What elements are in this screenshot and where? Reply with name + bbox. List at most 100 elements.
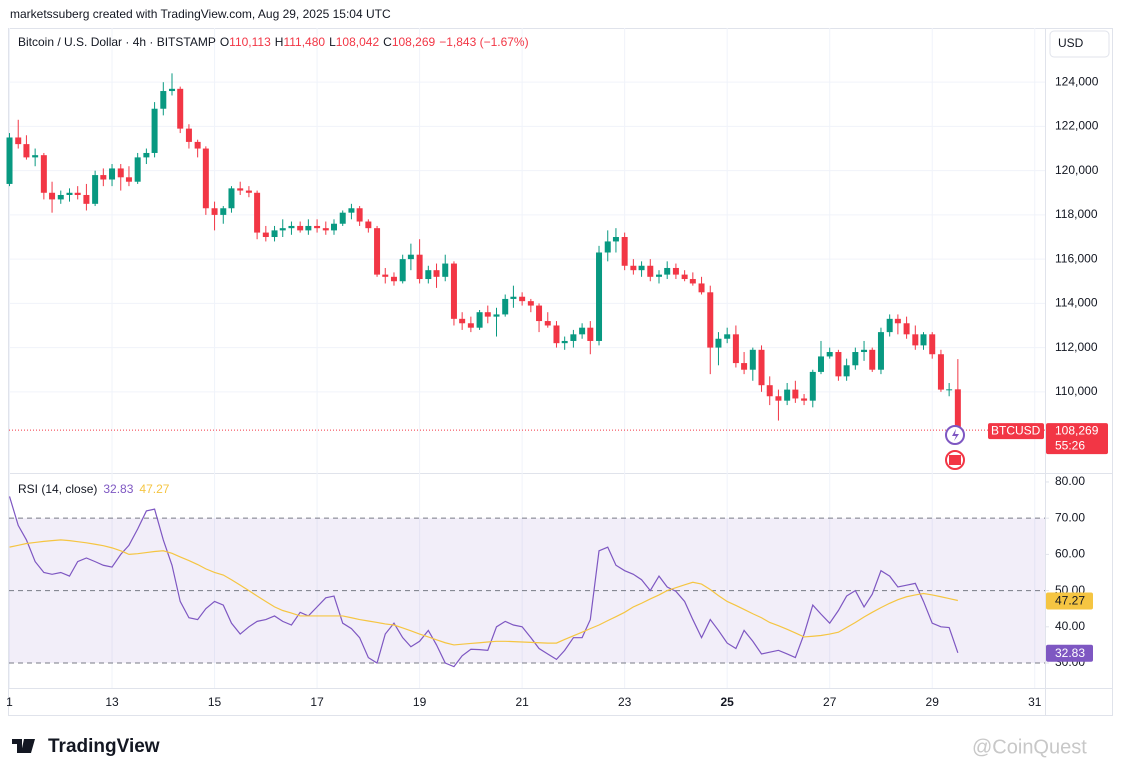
- candle-body: [604, 241, 611, 253]
- candle-body: [185, 128, 192, 142]
- y-tick-label: 112,000: [1055, 340, 1098, 354]
- y-tick-label: 124,000: [1055, 74, 1099, 88]
- candle-body: [801, 398, 808, 401]
- candle-body: [809, 371, 816, 401]
- candle-body: [749, 349, 756, 370]
- candle-body: [544, 321, 551, 326]
- candle-body: [579, 327, 586, 335]
- candle-body: [467, 323, 474, 328]
- candle-body: [647, 265, 654, 277]
- ohlc-key: H: [275, 35, 284, 49]
- symbol-title: Bitcoin / U.S. Dollar · 4h · BITSTAMP: [18, 35, 216, 49]
- candle-body: [689, 279, 696, 284]
- candle-body: [638, 265, 645, 271]
- candle-body: [775, 396, 782, 401]
- ohlc-value: 108,269: [392, 35, 436, 49]
- candle-body: [835, 352, 842, 377]
- candle-body: [262, 232, 269, 238]
- candle-body: [681, 274, 688, 280]
- candle-body: [271, 230, 278, 238]
- rsi-legend: RSI (14, close) 32.83 47.27: [18, 482, 170, 496]
- y-tick-label: 114,000: [1055, 296, 1098, 310]
- candle-body: [758, 349, 765, 386]
- candle-body: [698, 283, 705, 293]
- candle-body: [450, 263, 457, 319]
- candle-body: [40, 155, 47, 193]
- candle-body: [817, 356, 824, 372]
- x-tick-label: 23: [618, 695, 632, 709]
- candle-body: [177, 88, 184, 129]
- candle-body: [912, 334, 919, 346]
- candle-body: [732, 334, 739, 364]
- candle-body: [32, 155, 39, 158]
- value-tag: 32.83: [1055, 646, 1085, 660]
- symbol-legend: Bitcoin / U.S. Dollar · 4h · BITSTAMP O11…: [18, 35, 529, 49]
- rsi-title: RSI (14, close): [18, 482, 97, 496]
- candle-body: [194, 141, 201, 149]
- ohlc-key: C: [383, 35, 392, 49]
- y-tick-label: 60.00: [1055, 547, 1085, 561]
- candle-body: [109, 168, 116, 180]
- countdown: 55:26: [1055, 438, 1085, 452]
- candle-body: [245, 190, 252, 193]
- candle-body: [869, 349, 876, 370]
- candle-body: [314, 225, 321, 229]
- candle-body: [117, 168, 124, 178]
- x-tick-label: 17: [310, 695, 324, 709]
- candle-body: [57, 194, 64, 200]
- candle-body: [339, 212, 346, 224]
- x-tick-label: 27: [823, 695, 837, 709]
- candle-body: [15, 137, 22, 145]
- candle-body: [553, 325, 560, 344]
- candle-body: [425, 270, 432, 280]
- candle-body: [49, 192, 56, 200]
- candle-body: [220, 208, 227, 215]
- x-tick-label: 25: [720, 695, 734, 709]
- candle-body: [655, 274, 662, 277]
- candle-body: [843, 365, 850, 377]
- candle-body: [502, 298, 509, 315]
- candle-body: [66, 192, 73, 195]
- candle-body: [382, 274, 389, 277]
- candle-body: [416, 254, 423, 280]
- symbol-tag: BTCUSD: [991, 423, 1041, 437]
- price-tag-bg: [1046, 423, 1108, 455]
- candle-body: [202, 148, 209, 209]
- frame: [8, 28, 1113, 716]
- candle-body: [877, 332, 884, 370]
- candle-body: [519, 296, 526, 302]
- candle-body: [561, 340, 568, 344]
- candle-body: [536, 305, 543, 322]
- x-tick-label: 1: [6, 695, 13, 709]
- candle-body: [672, 267, 679, 275]
- candle-body: [237, 188, 244, 191]
- candle-body: [143, 152, 150, 158]
- candle-body: [169, 88, 176, 92]
- rsi-line: [9, 539, 958, 646]
- candle-body: [442, 263, 449, 277]
- candle-body: [160, 91, 167, 109]
- candle-body: [493, 314, 500, 317]
- candle-body: [852, 352, 859, 366]
- candle-body: [74, 192, 81, 195]
- candle-body: [348, 208, 355, 213]
- candle-body: [587, 327, 594, 341]
- credit: marketssuberg created with TradingView.c…: [10, 7, 391, 21]
- candle-body: [937, 354, 944, 390]
- candle-body: [399, 259, 406, 282]
- ohlc-value: 111,480: [283, 35, 325, 49]
- flag-icon: [949, 455, 961, 465]
- candle-body: [741, 363, 748, 370]
- candle-body: [826, 352, 833, 357]
- currency-button[interactable]: [1049, 30, 1110, 58]
- candle-body: [459, 318, 466, 324]
- candle-body: [100, 175, 107, 180]
- candle-body: [228, 188, 235, 209]
- candle-body: [903, 323, 910, 335]
- candle-body: [365, 221, 372, 229]
- candle-body: [630, 265, 637, 271]
- value-tag: 47.27: [1055, 594, 1085, 608]
- y-tick-label: 110,000: [1055, 384, 1098, 398]
- currency[interactable]: USD: [1058, 36, 1084, 50]
